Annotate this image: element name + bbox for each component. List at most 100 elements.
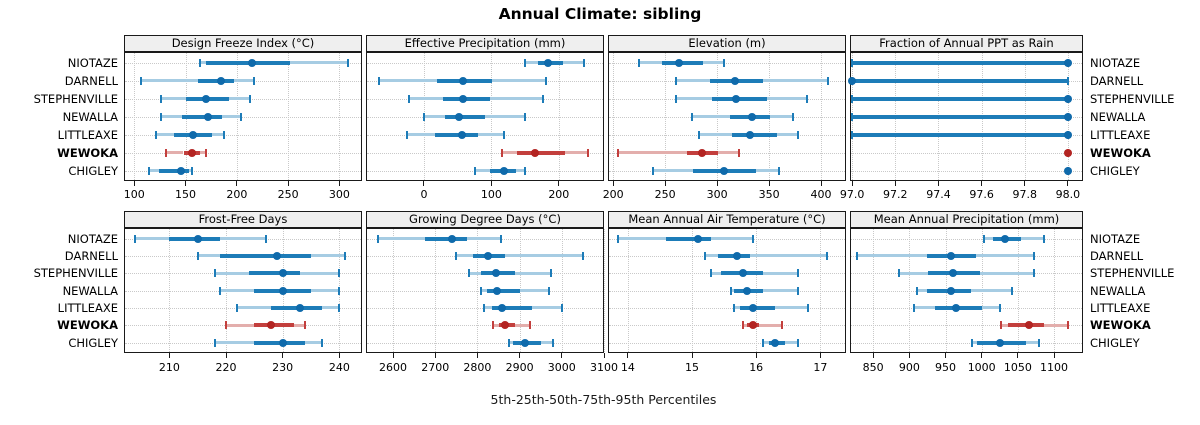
median-dot [697,148,706,157]
row-label-left: STEPHENVILLE [33,91,118,106]
whisker-low-segment [618,151,687,154]
whisker-high-segment [702,61,725,64]
whisker-low-segment [917,289,928,292]
median-dot [295,303,304,312]
whisker-cap-low [134,234,137,243]
axis-tick [133,181,135,186]
whisker-cap-high [797,130,800,139]
whisker-high-segment [785,341,798,344]
whisker-high-segment [564,151,588,154]
axis-tick-label: 400 [810,188,832,201]
median-dot [1063,58,1072,67]
whisker-cap-high [737,148,740,157]
whisker-low-segment [468,271,481,275]
panel-header: Fraction of Annual PPT as Rain [850,35,1083,52]
axis-tick [1017,353,1019,358]
whisker-cap-low [213,338,216,347]
whisker-low-segment [502,151,518,154]
axis-tick-label: 200 [548,188,570,201]
whisker-low-segment [214,271,249,275]
row-label-left: CHIGLEY [68,163,118,178]
row-label-right: CHIGLEY [1090,335,1140,350]
whisker-low-segment [699,133,732,136]
axis-tick [937,181,939,186]
row-label-right: STEPHENVILLE [1090,91,1175,106]
axis-tick-label: 100 [123,188,145,201]
whisker-cap-high [1011,286,1014,295]
whisker-cap-low [377,76,380,85]
iqr-bar [852,78,1068,83]
iqr-bar [852,60,1068,65]
axis-tick-label: 210 [158,361,180,374]
whisker-low-segment [220,289,255,292]
whisker-high-segment [762,289,798,292]
axis-tick [338,181,340,186]
axis-tick-label: 100 [480,188,502,201]
iqr-bar [158,168,189,173]
whisker-cap-low [710,269,713,278]
gridline-horizontal [851,342,1082,344]
whisker-high-segment [233,79,255,82]
whisker-high-segment [188,169,192,172]
row-label-right: LITTLEAXE [1090,300,1151,315]
whisker-cap-low [742,321,745,330]
whisker-cap-low [999,321,1002,330]
axis-tick [561,353,563,358]
whisker-cap-high [344,251,346,260]
gridline-horizontal [125,116,361,118]
iqr-bar [740,305,776,310]
median-dot [739,269,748,278]
axis-tick [236,181,238,186]
whisker-low-segment [160,115,183,118]
row-label-right: NEWALLA [1090,109,1146,124]
median-dot [248,58,257,67]
whisker-cap-high [264,234,267,243]
axis-tick [434,353,436,358]
whisker-high-segment [222,115,241,118]
panel-header: Growing Degree Days (°C) [366,211,604,228]
iqr-bar [248,271,300,276]
median-dot [771,338,780,347]
whisker-low-segment [214,341,255,344]
whisker-cap-high [499,234,502,243]
panel-header: Frost-Free Days [124,211,362,228]
median-dot [521,338,530,347]
whisker-cap-high [581,251,584,260]
axis-tick-label: 1000 [967,361,996,374]
whisker-cap-low [898,269,901,278]
whisker-low-segment [480,289,487,292]
axis-tick [627,353,629,358]
whisker-cap-high [1032,251,1035,260]
whisker-low-segment [675,97,712,100]
whisker-cap-low [651,166,654,175]
axis-tick-label: 250 [654,188,676,201]
row-label-right: CHIGLEY [1090,163,1140,178]
whisker-cap-high [524,112,527,121]
axis-tick-label: 850 [862,361,884,374]
whisker-low-segment [409,97,443,100]
axis-tick-label: 2600 [379,361,407,374]
whisker-low-segment [475,169,491,172]
whisker-cap-low [851,94,854,103]
median-dot [746,130,755,139]
median-dot [946,286,955,295]
median-dot [278,286,287,295]
whisker-cap-high [1042,234,1045,243]
whisker-cap-low [916,286,919,295]
median-dot [530,148,539,157]
whisker-cap-high [249,94,252,103]
panel-title: Effective Precipitation (mm) [404,36,566,50]
whisker-cap-high [524,166,527,175]
row-label-right: DARNELL [1090,248,1144,263]
axis-tick-label: 240 [328,361,350,374]
whisker-cap-low [165,148,168,157]
whisker-cap-low [638,58,641,67]
axis-tick [612,181,614,186]
whisker-cap-low [501,148,504,157]
axis-tick-label: 300 [706,188,728,201]
axis-tick-label: 950 [935,361,956,374]
median-dot [500,321,509,330]
whisker-cap-low [617,148,620,157]
median-dot [500,166,509,175]
iqr-bar [197,78,234,83]
